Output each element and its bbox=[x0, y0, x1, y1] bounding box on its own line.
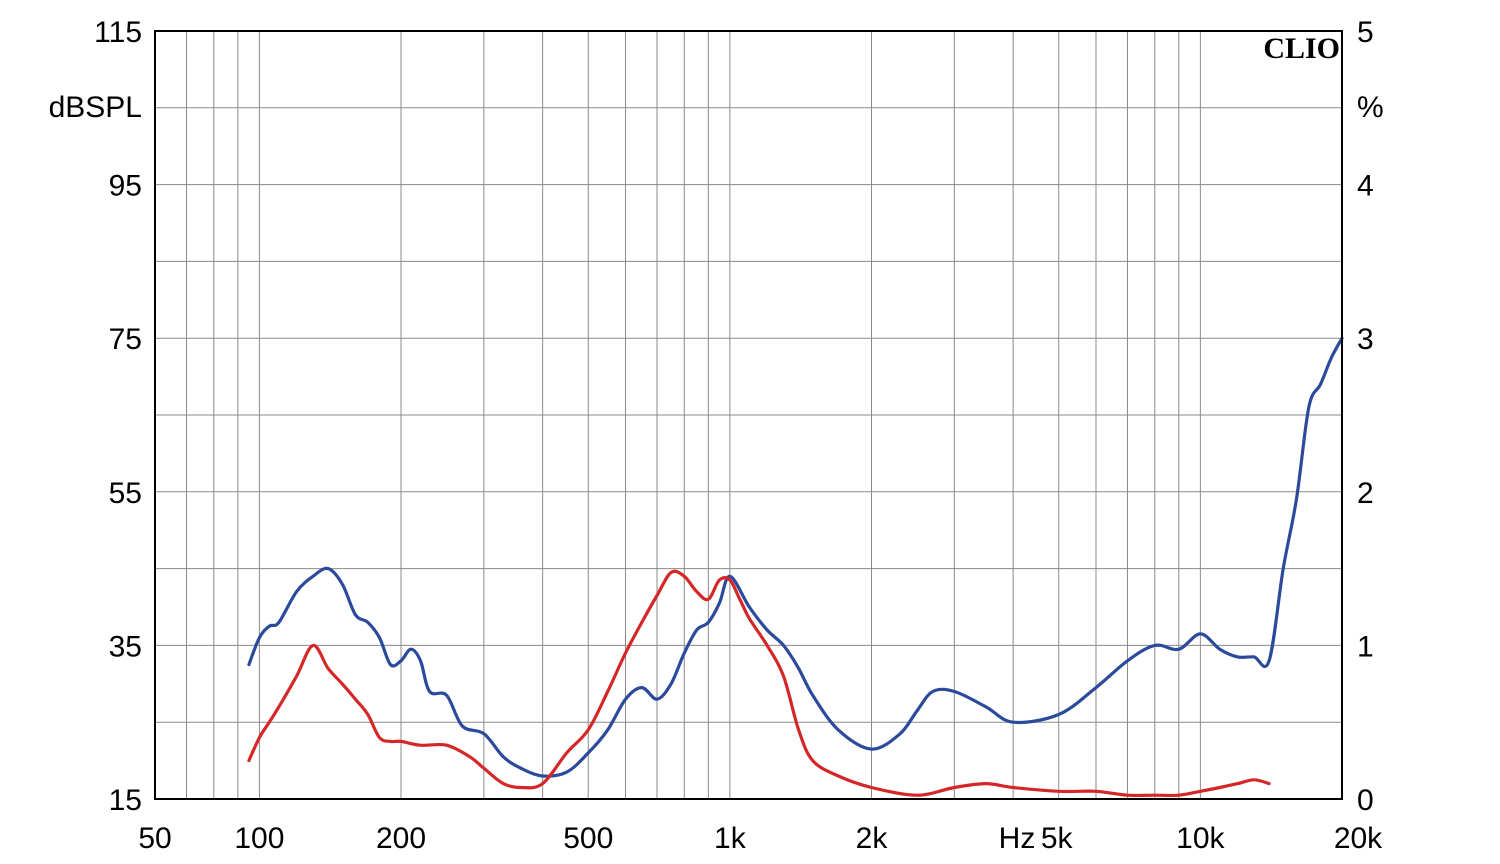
x-tick-label: 200 bbox=[376, 822, 426, 855]
x-axis-label: Hz bbox=[999, 822, 1036, 855]
y-tick-label-right: 1 bbox=[1357, 630, 1374, 663]
y-tick-label-left: 55 bbox=[109, 477, 142, 510]
chart-tick-labels: 15 35 55 75 95 115 0 1 2 3 4 5 50 100 200 500 1k 2k 5k 10k 2… bbox=[94, 16, 1383, 855]
y-tick-label-left: 95 bbox=[109, 170, 142, 203]
series-line-blue bbox=[247, 336, 1344, 778]
x-tick-label: 2k bbox=[856, 822, 889, 855]
y-tick-label-right: 5 bbox=[1357, 16, 1374, 49]
series-line-red bbox=[247, 569, 1271, 798]
x-tick-label: 50 bbox=[138, 822, 171, 855]
y-tick-label-left: 15 bbox=[109, 784, 142, 817]
x-tick-label: 1k bbox=[714, 822, 747, 855]
y-tick-label-right: 0 bbox=[1357, 784, 1374, 817]
y-tick-label-right: 4 bbox=[1357, 170, 1374, 203]
brand-logo-text: CLIO bbox=[1263, 32, 1340, 65]
y-tick-label-left: 35 bbox=[109, 630, 142, 663]
y-tick-label-right: 2 bbox=[1357, 477, 1374, 510]
y-axis-label-right: % bbox=[1357, 91, 1384, 124]
chart-series-layer bbox=[247, 336, 1344, 798]
chart-grid bbox=[154, 30, 1343, 800]
x-tick-label: 20k bbox=[1334, 822, 1383, 855]
x-tick-label: 10k bbox=[1176, 822, 1225, 855]
y-tick-label-left: 75 bbox=[109, 323, 142, 356]
x-tick-label: 5k bbox=[1041, 822, 1074, 855]
plot-frame bbox=[154, 30, 1343, 800]
x-tick-label: 100 bbox=[234, 822, 284, 855]
x-tick-label: 500 bbox=[563, 822, 613, 855]
y-axis-label-left: dBSPL bbox=[49, 91, 142, 124]
y-tick-label-left: 115 bbox=[94, 16, 142, 49]
y-tick-label-right: 3 bbox=[1357, 323, 1374, 356]
